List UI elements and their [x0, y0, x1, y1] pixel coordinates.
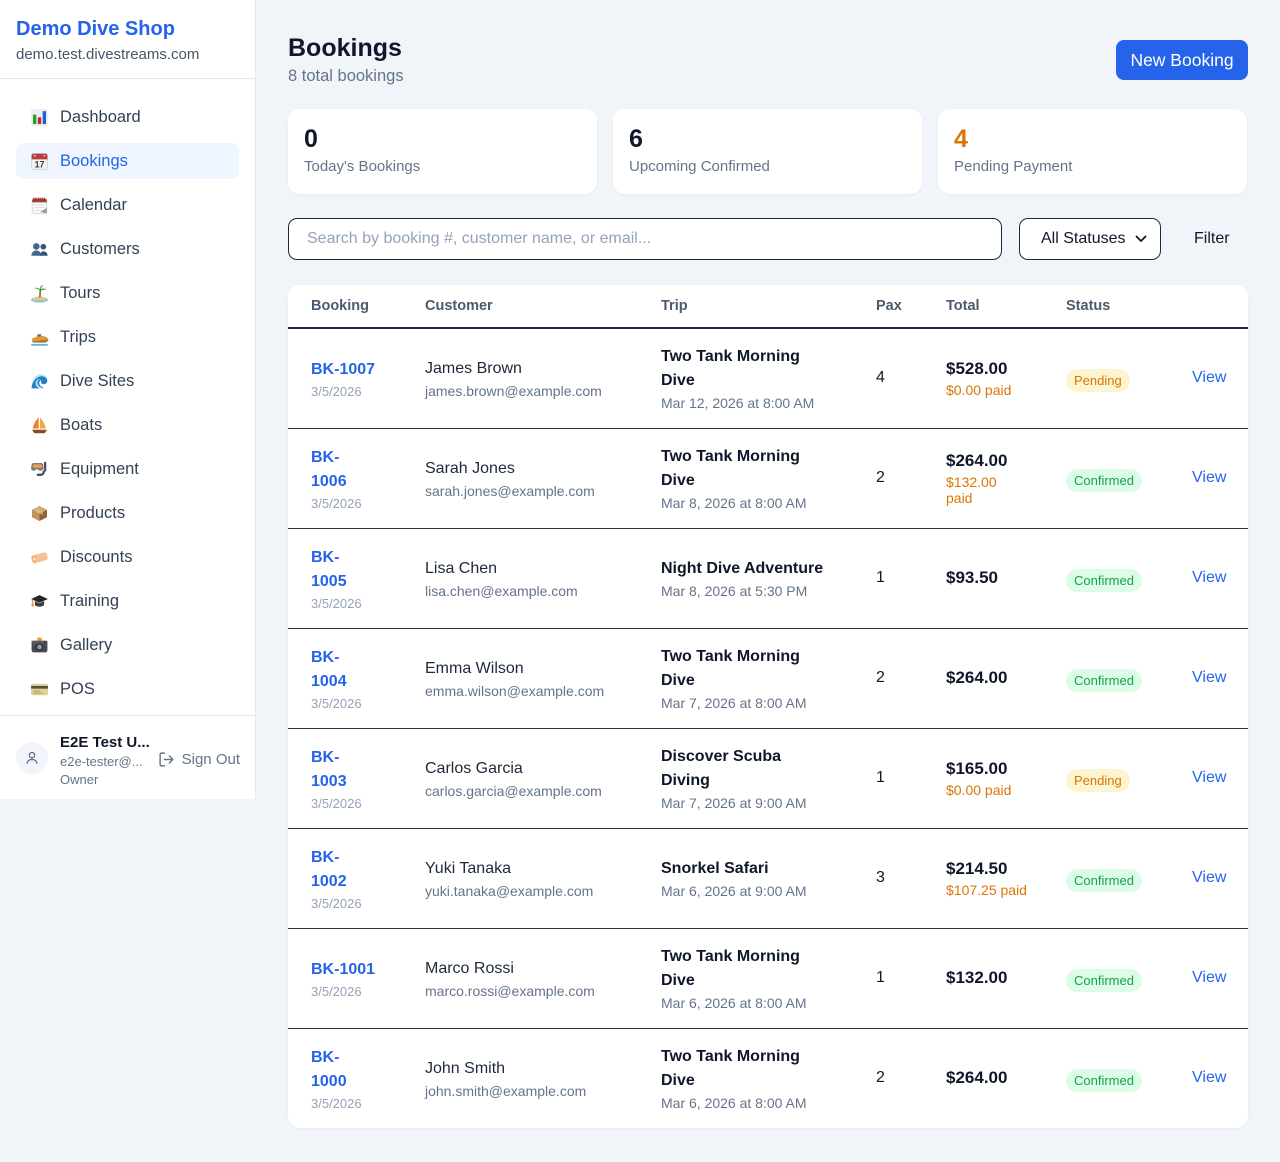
svg-text:17: 17	[35, 159, 45, 169]
